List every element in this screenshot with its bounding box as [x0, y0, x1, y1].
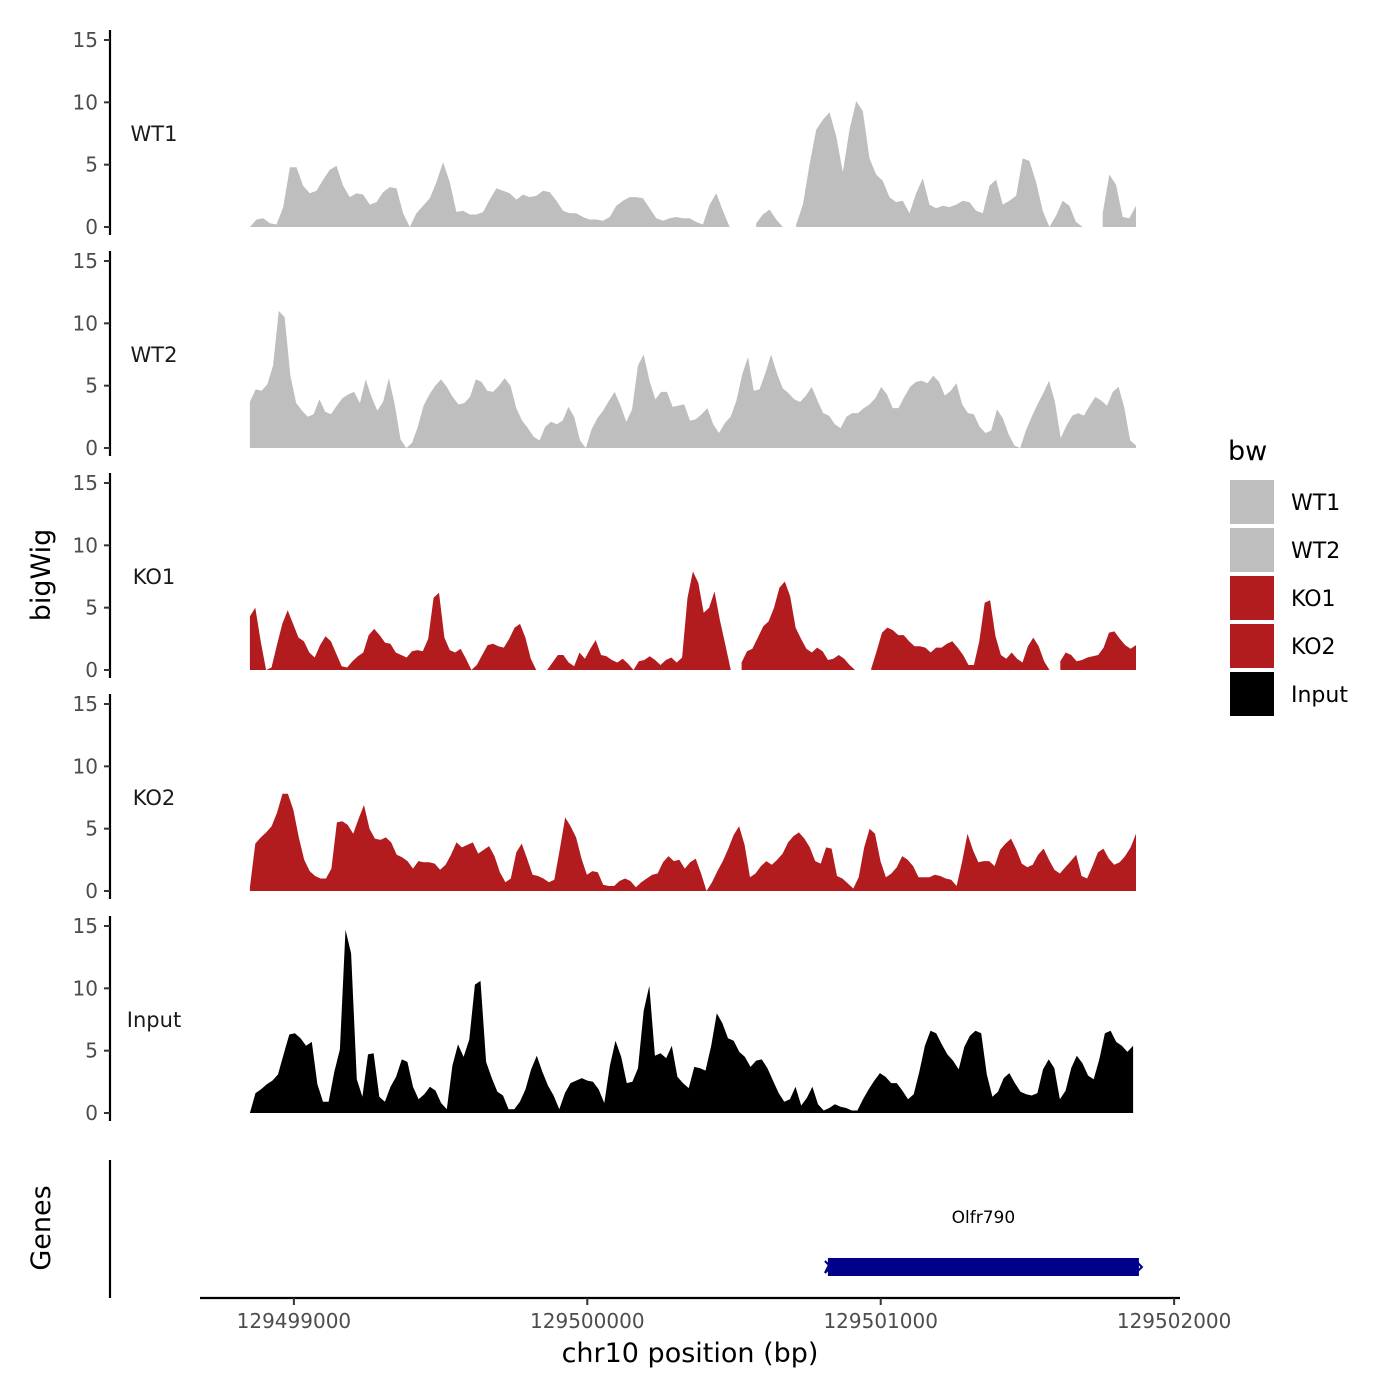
track-ko2: 0 5 10 15 KO2: [73, 692, 1136, 903]
coverage-area: [249, 162, 730, 227]
coverage-tracks: 0 5 10 15 WT1 0 5 10 15 WT2 0 5 10 15 KO1 0 5 10 15 KO2 0 5 10…: [73, 28, 1136, 1125]
coverage-area: [249, 929, 1134, 1113]
legend-label: KO2: [1291, 635, 1336, 660]
legend-item-ko2: KO2: [1230, 624, 1336, 668]
x-tick-label: 129502000: [1117, 1309, 1232, 1333]
y-tick-label: 5: [85, 374, 98, 398]
y-tick-label: 5: [85, 153, 98, 177]
legend-swatch: [1230, 624, 1274, 668]
gene-olfr790: Olfr790: [824, 1208, 1144, 1276]
track-label: WT1: [131, 122, 178, 146]
genes-panel: Olfr790: [108, 1160, 1144, 1298]
legend-swatch: [1230, 528, 1274, 572]
y-axis-title: bigWig: [26, 529, 57, 622]
y-tick-label: 0: [85, 215, 98, 239]
x-tick-label: 129500000: [530, 1309, 645, 1333]
y-tick-label: 10: [73, 533, 98, 557]
coverage-area: [547, 571, 731, 670]
coverage-area: [756, 209, 783, 227]
coverage-area: [249, 793, 1136, 891]
x-axis: 129499000 129500000 129501000 129502000: [200, 1296, 1232, 1333]
coverage-area: [871, 600, 1050, 670]
coverage-area: [249, 310, 1136, 448]
coverage-area: [796, 101, 1083, 227]
legend-label: Input: [1291, 683, 1348, 708]
y-tick-label: 5: [85, 596, 98, 620]
legend: bw WT1 WT2 KO1 KO2 Input: [1228, 436, 1348, 716]
coverage-area: [249, 592, 537, 670]
legend-title: bw: [1228, 436, 1267, 467]
track-input: 0 5 10 15 Input: [73, 914, 1134, 1125]
y-tick-label: 0: [85, 879, 98, 903]
y-tick-label: 15: [73, 471, 98, 495]
track-wt1: 0 5 10 15 WT1: [73, 28, 1136, 239]
coverage-area: [1060, 631, 1136, 670]
track-label: Input: [127, 1008, 181, 1032]
coverage-area: [741, 581, 855, 670]
y-tick-label: 15: [73, 692, 98, 716]
gene-end-marker: [1135, 1260, 1144, 1274]
legend-item-ko1: KO1: [1230, 576, 1336, 620]
y-tick-label: 10: [73, 311, 98, 335]
coverage-area: [1102, 174, 1136, 227]
track-ko1: 0 5 10 15 KO1: [73, 471, 1136, 682]
track-label: KO2: [133, 786, 176, 810]
y-tick-label: 0: [85, 436, 98, 460]
y-tick-label: 0: [85, 1101, 98, 1125]
legend-label: WT1: [1291, 491, 1340, 516]
x-tick-label: 129499000: [237, 1309, 352, 1333]
x-tick-label: 129501000: [823, 1309, 938, 1333]
track-label: WT2: [131, 343, 178, 367]
gene-body: [827, 1258, 1139, 1276]
legend-item-input: Input: [1230, 672, 1348, 716]
y-tick-label: 5: [85, 817, 98, 841]
gene-strand-marker: [824, 1260, 833, 1274]
legend-swatch: [1230, 672, 1274, 716]
x-axis-title: chr10 position (bp): [562, 1338, 819, 1369]
track-wt2: 0 5 10 15 WT2: [73, 249, 1136, 460]
y-tick-label: 5: [85, 1039, 98, 1063]
gene-label: Olfr790: [952, 1208, 1016, 1228]
legend-item-wt1: WT1: [1230, 480, 1340, 524]
y-tick-label: 15: [73, 914, 98, 938]
y-tick-label: 10: [73, 754, 98, 778]
legend-item-wt2: WT2: [1230, 528, 1340, 572]
legend-swatch: [1230, 480, 1274, 524]
legend-swatch: [1230, 576, 1274, 620]
y-tick-label: 10: [73, 976, 98, 1000]
y-tick-label: 10: [73, 90, 98, 114]
track-label: KO1: [133, 565, 176, 589]
legend-label: WT2: [1291, 539, 1340, 564]
legend-label: KO1: [1291, 587, 1336, 612]
y-tick-label: 0: [85, 658, 98, 682]
genes-axis-title: Genes: [26, 1185, 57, 1270]
y-tick-label: 15: [73, 249, 98, 273]
y-tick-label: 15: [73, 28, 98, 52]
